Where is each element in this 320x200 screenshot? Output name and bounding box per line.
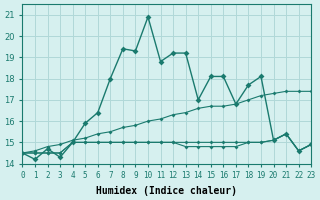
X-axis label: Humidex (Indice chaleur): Humidex (Indice chaleur): [96, 186, 237, 196]
